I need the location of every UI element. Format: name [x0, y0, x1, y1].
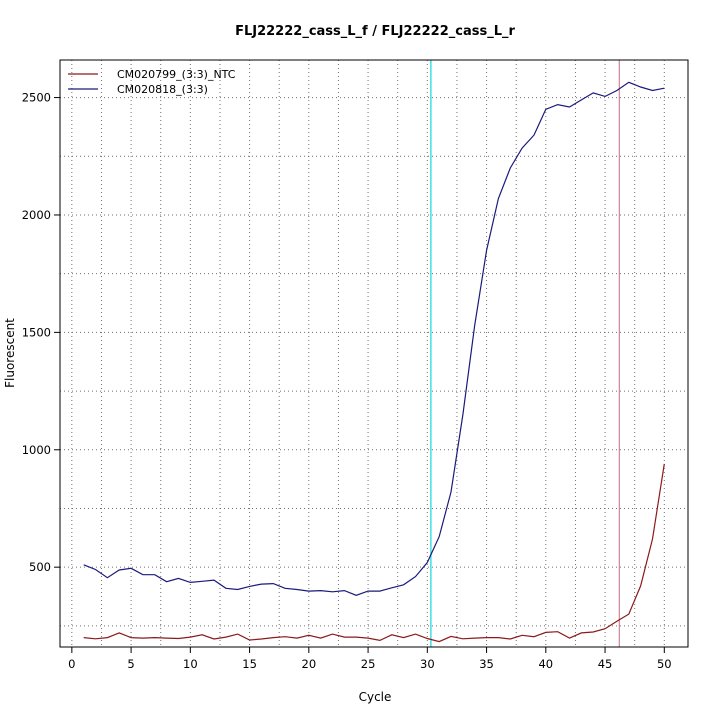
y-axis-label: Fluorescent [3, 318, 17, 388]
y-tick-label: 2500 [22, 91, 51, 105]
x-tick-label: 25 [361, 657, 376, 671]
x-tick-label: 40 [538, 657, 553, 671]
grid [60, 60, 688, 647]
legend: CM020799_(3:3)_NTC CM020818_(3:3) [68, 68, 236, 96]
x-tick-label: 35 [479, 657, 494, 671]
x-axis-label: Cycle [359, 690, 392, 704]
x-tick-label: 10 [183, 657, 198, 671]
x-tick-label: 50 [657, 657, 672, 671]
series-line-2 [83, 81, 665, 596]
y-axis: 500 1000 1500 2000 2500 [22, 91, 60, 574]
y-tick-label: 1500 [22, 325, 51, 339]
x-tick-label: 5 [127, 657, 134, 671]
reference-lines [430, 60, 620, 647]
series-line-1 [83, 463, 665, 643]
y-tick-label: 1000 [22, 443, 51, 457]
legend-label-2: CM020818_(3:3) [117, 83, 208, 96]
series-lines [83, 81, 665, 643]
plot-frame [59, 59, 689, 648]
x-tick-label: 20 [302, 657, 317, 671]
chart-title: FLJ22222_cass_L_f / FLJ22222_cass_L_r [235, 24, 515, 39]
y-tick-label: 2000 [22, 208, 51, 222]
x-axis: 0 5 10 15 20 25 30 35 40 45 50 [68, 647, 672, 671]
x-tick-label: 15 [242, 657, 257, 671]
legend-label-1: CM020799_(3:3)_NTC [117, 68, 236, 81]
x-tick-label: 30 [420, 657, 435, 671]
x-tick-label: 45 [598, 657, 613, 671]
x-tick-label: 0 [68, 657, 75, 671]
y-tick-label: 500 [29, 560, 51, 574]
